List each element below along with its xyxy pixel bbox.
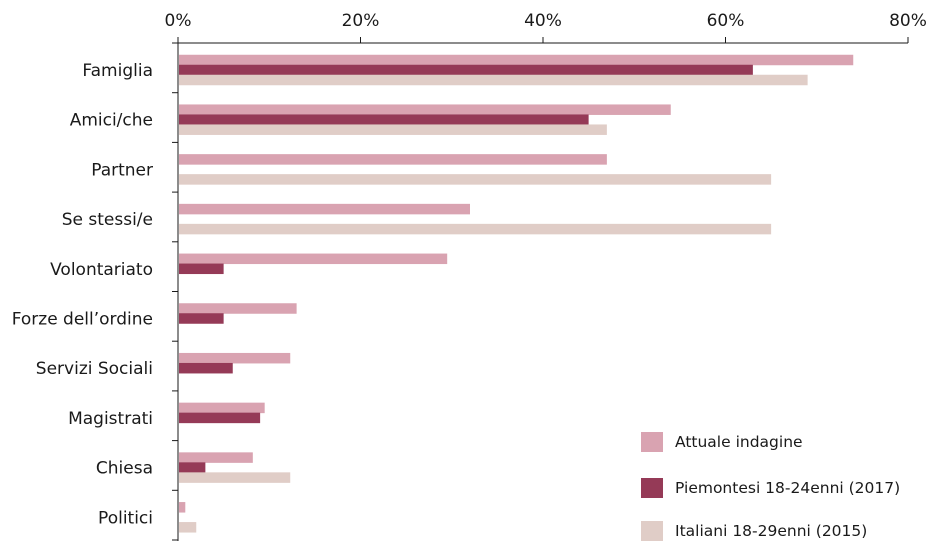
x-tick-label: 0%: [165, 11, 192, 31]
legend-swatch: [641, 432, 663, 452]
x-tick-label: 80%: [889, 11, 927, 31]
x-tick-label: 20%: [342, 11, 380, 31]
bar: [179, 303, 297, 314]
bar: [179, 502, 186, 513]
bar: [179, 412, 261, 424]
category-label: Se stessi/e: [62, 210, 153, 230]
legend-label: Attuale indagine: [675, 433, 803, 451]
bar: [179, 174, 772, 185]
bar: [179, 253, 448, 265]
bar: [179, 462, 206, 473]
legend-label: Italiani 18-29enni (2015): [675, 522, 867, 540]
category-label: Famiglia: [82, 61, 153, 81]
legend-swatch: [641, 521, 663, 541]
category-label: Volontariato: [50, 260, 153, 280]
legend: Attuale indagine Piemontesi 18-24enni (20…: [641, 432, 900, 541]
bar: [179, 223, 772, 235]
bar: [179, 74, 808, 86]
x-tick-label: 40%: [524, 11, 562, 31]
bar: [179, 203, 470, 215]
bar: [179, 352, 291, 364]
x-axis: 0% 20% 40% 60% 80%: [165, 11, 927, 44]
bar: [179, 472, 291, 483]
bar: [179, 452, 253, 463]
bar: [179, 54, 854, 66]
legend-swatch: [641, 478, 663, 498]
category-label: Magistrati: [68, 409, 153, 429]
x-tick-label: 60%: [707, 11, 745, 31]
bar: [179, 263, 224, 275]
y-axis: Famiglia Amici/che Partner Se stessi/e Volon…: [12, 42, 179, 541]
bar: [179, 104, 671, 115]
bar: [179, 64, 753, 76]
category-label: Politici: [98, 508, 153, 528]
bar: [179, 154, 607, 165]
category-label: Servizi Sociali: [36, 359, 153, 379]
category-label: Partner: [91, 160, 153, 180]
bar: [179, 402, 265, 414]
bar: [179, 522, 197, 533]
bars: [179, 54, 854, 533]
bar: [179, 313, 224, 324]
bar: [179, 362, 233, 374]
bar: [179, 124, 607, 135]
category-label: Forze dell’ordine: [12, 310, 153, 330]
legend-label: Piemontesi 18-24enni (2017): [675, 479, 900, 497]
category-label: Amici/che: [70, 111, 153, 131]
category-label: Chiesa: [96, 459, 153, 479]
bar: [179, 114, 589, 125]
